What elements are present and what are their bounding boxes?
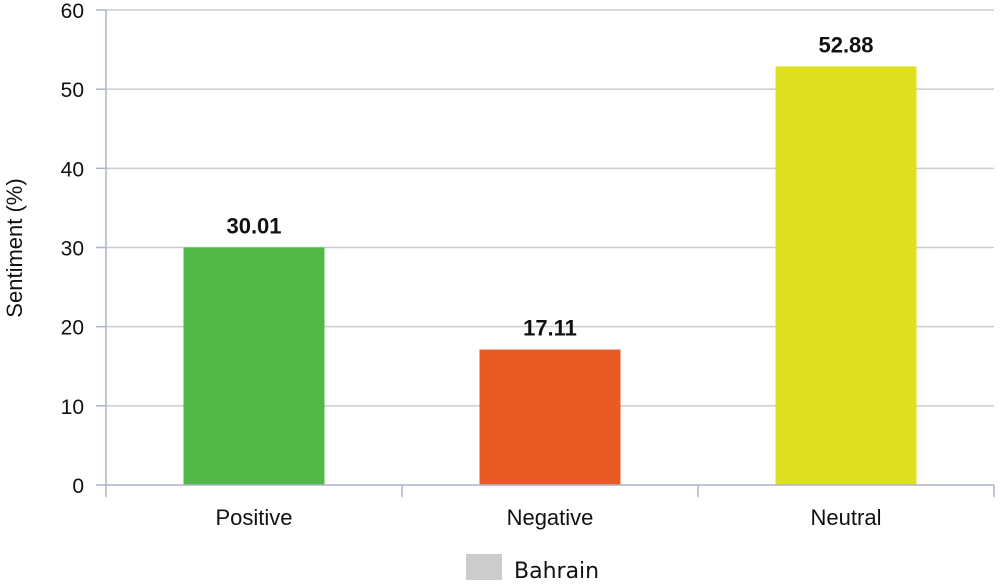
legend-label: Bahrain (514, 559, 599, 584)
legend: Bahrain (466, 554, 599, 584)
data-label: 30.01 (226, 213, 281, 238)
legend-swatch (466, 554, 502, 580)
x-tick-label: Neutral (811, 505, 882, 530)
y-axis-ticks: 0 10 20 30 40 50 60 (61, 0, 107, 498)
y-tick-label: 0 (72, 475, 84, 498)
y-tick-label: 20 (61, 317, 84, 340)
x-axis: Positive Negative Neutral (105, 484, 995, 530)
y-tick-label: 40 (61, 158, 84, 181)
y-tick-label: 10 (61, 396, 84, 419)
y-tick-label: 60 (61, 0, 84, 23)
x-tick-label: Positive (215, 505, 292, 530)
bars: 30.01 17.11 52.88 (183, 32, 917, 485)
y-tick-label: 50 (61, 79, 84, 102)
data-label: 17.11 (523, 316, 577, 341)
bar (775, 66, 917, 485)
data-label: 52.88 (818, 32, 873, 57)
y-axis-title: Sentiment (%) (2, 178, 27, 317)
x-tick-label: Negative (507, 505, 594, 530)
bar (479, 349, 621, 485)
y-tick-label: 30 (61, 238, 84, 261)
bar (183, 247, 325, 485)
